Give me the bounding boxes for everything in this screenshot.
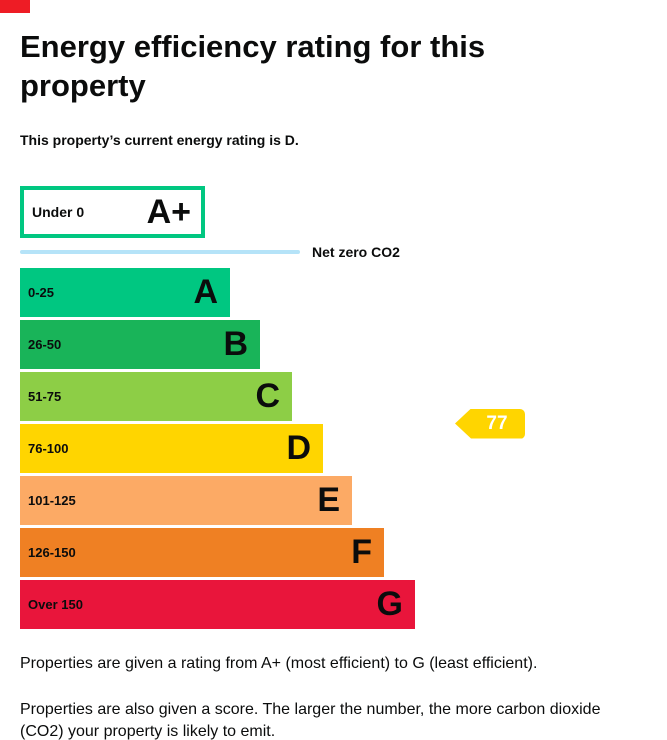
current-score-value: 77	[486, 412, 508, 434]
band-range-d: 76-100	[28, 440, 69, 456]
band-range-c: 51-75	[28, 388, 62, 404]
band-range-f: 126-150	[28, 544, 76, 560]
band-range-a-plus: Under 0	[32, 203, 85, 220]
band-letter-g: G	[376, 585, 403, 623]
band-letter-a-plus: A+	[146, 192, 191, 231]
current-rating-text: This property’s current energy rating is…	[20, 131, 299, 148]
net-zero-row: Net zero CO2	[20, 244, 647, 260]
band-row-c: 51-75 C	[20, 371, 647, 421]
band-letter-c: C	[255, 377, 280, 415]
rating-explanation-text: Properties are given a rating from A+ (m…	[20, 654, 538, 672]
band-range-g: Over 150	[28, 596, 83, 612]
band-bar-d: 76-100 D	[20, 423, 323, 473]
band-letter-e: E	[317, 481, 340, 519]
band-bar-g: Over 150 G	[20, 579, 415, 629]
page-title: Energy efficiency rating for this proper…	[20, 29, 486, 103]
band-letter-a: A	[193, 273, 218, 311]
band-bar-a-plus: Under 0 A+	[20, 185, 205, 238]
energy-rating-chart: Under 0 A+ Net zero CO2 0-25 A 26-50 B 5…	[20, 185, 647, 629]
band-letter-d: D	[286, 429, 311, 467]
band-row-a: 0-25 A	[20, 267, 647, 317]
band-letter-f: F	[351, 533, 372, 571]
band-row-e: 101-125 E	[20, 475, 647, 525]
band-row-g: Over 150 G	[20, 579, 647, 629]
current-score-indicator: 77	[455, 408, 525, 439]
band-range-e: 101-125	[28, 492, 76, 508]
band-bar-f: 126-150 F	[20, 527, 384, 577]
top-left-marker	[0, 0, 30, 13]
score-explanation-text: Properties are also given a score. The l…	[20, 700, 601, 740]
band-row-d: 76-100 D	[20, 423, 647, 473]
band-bar-a: 0-25 A	[20, 267, 230, 317]
band-row-b: 26-50 B	[20, 319, 647, 369]
band-bar-c: 51-75 C	[20, 371, 292, 421]
band-range-b: 26-50	[28, 336, 62, 352]
band-bar-b: 26-50 B	[20, 319, 260, 369]
net-zero-line	[20, 249, 300, 254]
band-bar-e: 101-125 E	[20, 475, 352, 525]
band-range-a: 0-25	[28, 284, 55, 300]
band-letter-b: B	[223, 325, 248, 363]
net-zero-label: Net zero CO2	[312, 243, 400, 260]
band-row-f: 126-150 F	[20, 527, 647, 577]
